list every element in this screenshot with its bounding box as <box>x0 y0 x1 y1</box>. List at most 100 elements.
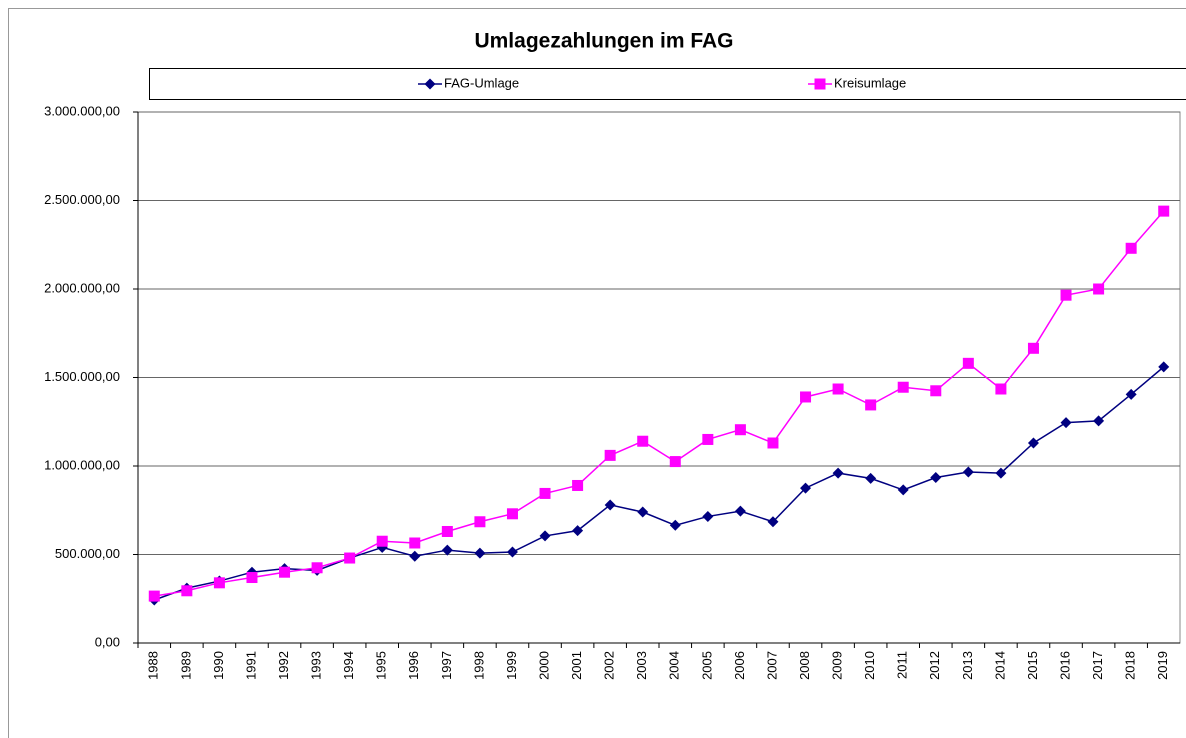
data-point <box>1027 342 1039 354</box>
x-tick-label: 2004 <box>667 651 682 680</box>
x-tick-label: 1989 <box>178 651 193 680</box>
x-tick-label: 2013 <box>960 651 975 680</box>
x-tick-label: 2008 <box>797 651 812 680</box>
data-point <box>702 510 714 522</box>
x-tick-label: 2011 <box>895 651 910 679</box>
data-point <box>734 424 746 436</box>
data-point <box>506 508 518 520</box>
data-point <box>995 467 1007 479</box>
x-tick-label: 2001 <box>569 651 584 680</box>
data-point <box>767 516 779 528</box>
data-point <box>279 566 291 578</box>
data-point <box>1060 417 1072 429</box>
data-point <box>1125 242 1137 254</box>
data-point <box>474 516 486 528</box>
x-tick-label: 2007 <box>764 651 779 680</box>
data-point <box>311 562 323 574</box>
data-point <box>441 525 453 537</box>
data-point <box>1093 415 1105 427</box>
x-tick-label: 2006 <box>732 651 747 680</box>
y-tick-label: 3.000.000,00 <box>44 103 120 118</box>
data-point <box>767 437 779 449</box>
x-tick-label: 1999 <box>504 651 519 680</box>
y-tick-label: 1.500.000,00 <box>44 369 120 384</box>
data-point <box>702 433 714 445</box>
y-tick-label: 1.000.000,00 <box>44 457 120 472</box>
x-tick-label: 1998 <box>471 651 486 680</box>
data-point <box>865 399 877 411</box>
data-point <box>441 544 453 556</box>
data-point <box>604 449 616 461</box>
x-tick-label: 1992 <box>276 651 291 680</box>
x-tick-label: 2005 <box>699 651 714 680</box>
data-point <box>897 381 909 393</box>
data-point <box>604 499 616 511</box>
data-point <box>409 537 421 549</box>
data-point <box>962 466 974 478</box>
x-tick-label: 2000 <box>536 651 551 680</box>
x-tick-label: 2010 <box>862 651 877 680</box>
y-tick-label: 500.000,00 <box>55 546 120 561</box>
data-point <box>832 467 844 479</box>
x-tick-label: 2014 <box>992 651 1007 680</box>
y-tick-label: 0,00 <box>95 634 120 649</box>
data-point <box>344 552 356 564</box>
x-tick-label: 1993 <box>309 651 324 680</box>
x-tick-label: 2003 <box>634 651 649 680</box>
data-point <box>832 383 844 395</box>
data-point <box>800 482 812 494</box>
data-point <box>1060 289 1072 301</box>
legend-label: FAG-Umlage <box>444 75 519 90</box>
data-point <box>669 456 681 468</box>
data-point <box>930 472 942 484</box>
data-point <box>995 383 1007 395</box>
x-tick-label: 2018 <box>1123 651 1138 680</box>
legend-marker <box>814 78 826 90</box>
data-point <box>1093 283 1105 295</box>
data-point <box>1125 388 1137 400</box>
data-point <box>572 525 584 537</box>
data-point <box>669 519 681 531</box>
data-point <box>213 577 225 589</box>
data-point <box>800 391 812 403</box>
x-tick-label: 1997 <box>439 651 454 680</box>
x-tick-label: 1988 <box>146 651 161 680</box>
legend-box <box>149 68 1186 100</box>
legend-marker <box>424 78 436 90</box>
data-point <box>897 484 909 496</box>
x-tick-label: 2009 <box>830 651 845 680</box>
data-point <box>572 479 584 491</box>
x-tick-label: 2015 <box>1025 651 1040 680</box>
data-point <box>506 546 518 558</box>
y-tick-label: 2.000.000,00 <box>44 280 120 295</box>
x-tick-label: 1996 <box>406 651 421 680</box>
data-point <box>930 385 942 397</box>
chart-title: Umlagezahlungen im FAG <box>474 30 733 53</box>
data-point <box>1158 361 1170 373</box>
x-tick-label: 2002 <box>602 651 617 680</box>
data-point <box>637 435 649 447</box>
chart-border <box>8 8 1186 738</box>
data-point <box>246 572 258 584</box>
data-point <box>181 585 193 597</box>
x-tick-label: 2019 <box>1155 651 1170 680</box>
data-point <box>865 472 877 484</box>
x-tick-label: 1994 <box>341 651 356 680</box>
x-tick-label: 2012 <box>927 651 942 680</box>
data-point <box>539 530 551 542</box>
x-tick-label: 2017 <box>1090 651 1105 680</box>
data-point <box>637 506 649 518</box>
data-point <box>474 547 486 559</box>
x-tick-label: 1991 <box>243 651 258 680</box>
data-point <box>1027 437 1039 449</box>
x-tick-label: 1995 <box>374 651 389 680</box>
data-point <box>148 590 160 602</box>
data-point <box>409 550 421 562</box>
data-point <box>962 357 974 369</box>
legend-label: Kreisumlage <box>834 75 906 90</box>
y-tick-label: 2.500.000,00 <box>44 192 120 207</box>
x-tick-label: 2016 <box>1057 651 1072 680</box>
data-point <box>539 487 551 499</box>
x-tick-label: 1990 <box>211 651 226 680</box>
